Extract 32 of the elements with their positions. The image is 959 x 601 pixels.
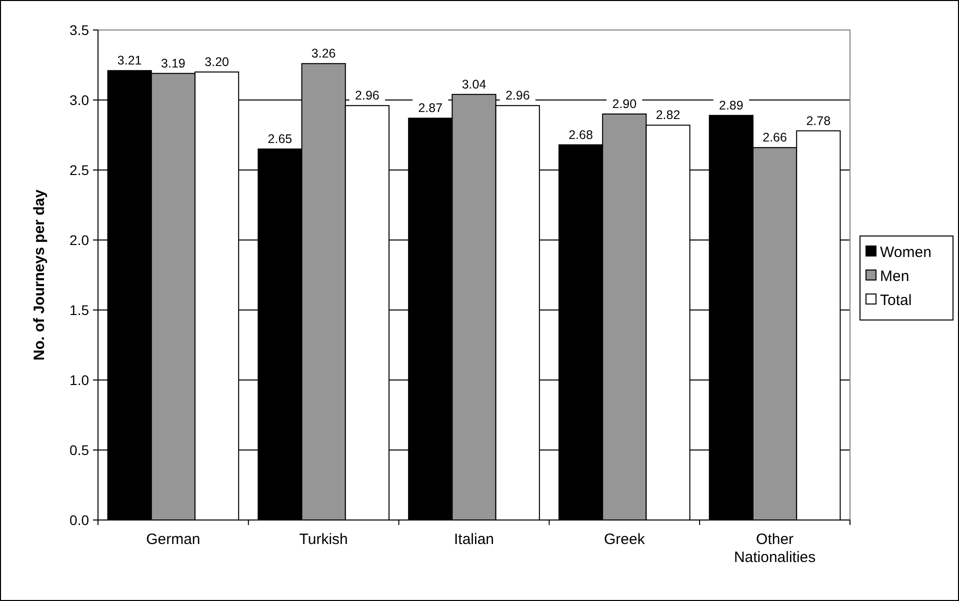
x-tick-label: Other Nationalities	[734, 531, 816, 566]
text: 3.19	[161, 56, 186, 70]
x-tick-label: Italian	[454, 531, 494, 548]
text: 2.82	[656, 108, 680, 122]
y-tick-label: 2.0	[70, 232, 90, 248]
text: 2.78	[806, 114, 831, 128]
text: 3.21	[117, 54, 142, 68]
legend-label: Total	[880, 292, 912, 309]
y-tick-label: 0.5	[70, 442, 90, 458]
legend-label: Women	[880, 244, 932, 261]
text: 2.87	[418, 101, 443, 116]
text: 2.66	[762, 130, 787, 145]
text: 2.65	[268, 132, 292, 146]
y-tick-label: 3.5	[70, 22, 90, 38]
y-tick-label: 1.5	[70, 302, 90, 318]
legend-label: Men	[880, 268, 910, 285]
text: 2.89	[719, 98, 744, 112]
text: 2.96	[505, 88, 530, 103]
y-tick-label: 0.0	[70, 512, 90, 528]
x-tick-label: German	[146, 531, 200, 548]
y-tick-label: 1.0	[70, 372, 90, 388]
x-tick-label: Turkish	[299, 531, 348, 548]
y-tick-label: 3.0	[70, 92, 90, 108]
x-tick-label: Greek	[604, 531, 646, 548]
y-axis-title: No. of Journeys per day	[31, 188, 48, 360]
text: 3.04	[462, 77, 486, 92]
text: 3.20	[204, 55, 229, 69]
text: 2.90	[612, 97, 637, 111]
y-tick-label: 2.5	[70, 162, 90, 178]
text: 2.68	[568, 128, 593, 142]
text: 2.96	[355, 88, 380, 103]
text: 3.26	[311, 46, 336, 61]
